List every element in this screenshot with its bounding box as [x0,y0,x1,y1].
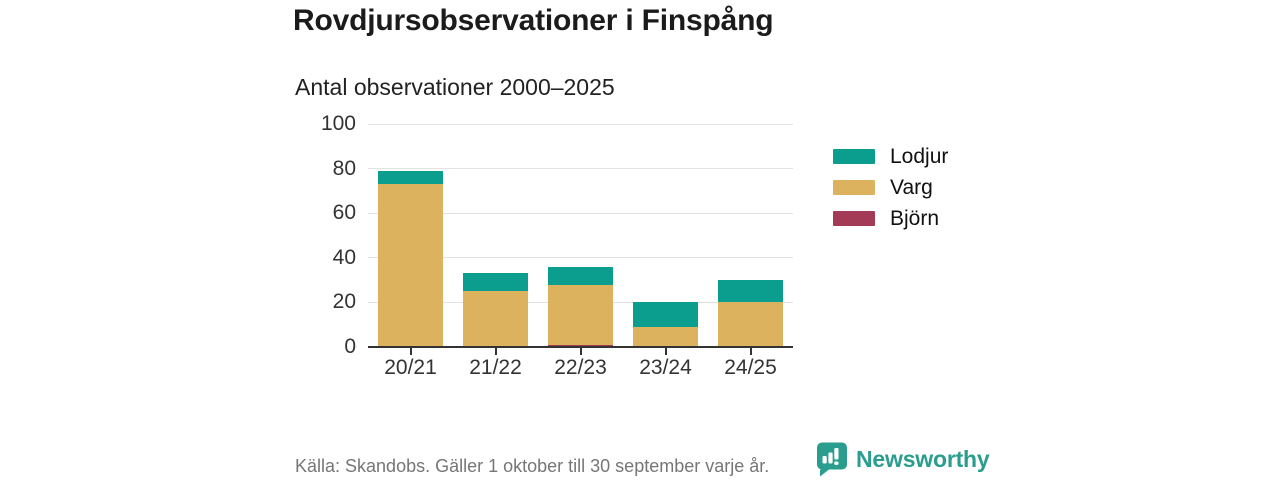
legend-swatch-varg [833,180,875,195]
y-tick-label-20: 20 [332,290,356,314]
bar-segment-lodjur-24/25 [718,280,783,303]
stacked-bar-24/25 [718,280,783,347]
x-tick-mark-22/23 [579,348,582,355]
y-tick-label-80: 80 [332,156,356,180]
x-tick-label-21/22: 21/22 [469,356,522,379]
gridline-y-60 [368,212,793,214]
legend-label-lodjur: Lodjur [890,144,949,168]
stacked-bar-21/22 [463,273,528,347]
x-tick-label-20/21: 20/21 [384,356,437,379]
bar-segment-lodjur-22/23 [548,266,613,285]
x-tick-mark-21/22 [494,348,497,355]
bar-group-24/25 [708,124,793,347]
x-axis-line [368,346,793,348]
x-tick-mark-24/25 [749,348,752,355]
legend-label-varg: Varg [890,175,933,199]
bars-container [368,124,793,347]
stacked-bar-23/24 [633,302,698,347]
y-tick-label-0: 0 [344,335,356,358]
bar-segment-varg-22/23 [548,284,613,345]
legend-item-lodjur: Lodjur [833,144,949,168]
x-tick-label-24/25: 24/25 [724,356,777,379]
legend-label-björn: Björn [890,206,940,230]
brand-logo: Newsworthy [816,442,990,477]
bar-segment-varg-20/21 [378,184,443,347]
legend-swatch-lodjur [833,149,875,164]
bar-segment-varg-23/24 [633,326,698,347]
bar-group-20/21 [368,124,453,347]
bar-segment-varg-24/25 [718,302,783,347]
bar-group-21/22 [453,124,538,347]
bar-group-23/24 [623,124,708,347]
bar-segment-lodjur-23/24 [633,302,698,327]
y-tick-label-100: 100 [320,112,356,135]
y-tick-label-60: 60 [332,201,356,225]
newsworthy-icon [817,442,847,477]
bar-segment-varg-21/22 [463,291,528,347]
gridline-y-100 [368,123,793,125]
x-tick-label-22/23: 22/23 [554,356,607,379]
chart-subtitle: Antal observationer 2000–2025 [295,74,615,100]
source-note: Källa: Skandobs. Gäller 1 oktober till 3… [295,456,770,476]
brand-name: Newsworthy [856,446,990,472]
gridline-y-40 [368,257,793,259]
x-tick-mark-23/24 [664,348,667,355]
legend-item-björn: Björn [833,206,948,230]
legend-swatch-björn [833,211,875,226]
stacked-bar-22/23 [548,266,613,347]
x-tick-mark-20/21 [409,348,412,355]
legend: Lodjur Varg Björn [833,144,949,230]
y-tick-label-40: 40 [332,245,356,269]
legend-item-varg: Varg [833,175,948,199]
bar-segment-björn-22/23 [548,344,613,347]
x-tick-label-23/24: 23/24 [639,356,692,379]
stacked-bar-20/21 [378,170,443,347]
plot-area: 0 20 40 60 80 100 20/21 21/22 22/23 23/24 24/25 [321,113,793,379]
bar-group-22/23 [538,124,623,347]
gridline-y-80 [368,168,793,170]
bar-segment-lodjur-21/22 [463,273,528,292]
bar-segment-lodjur-20/21 [378,170,443,185]
chart-title: Rovdjursobservationer i Finspång [293,4,774,37]
